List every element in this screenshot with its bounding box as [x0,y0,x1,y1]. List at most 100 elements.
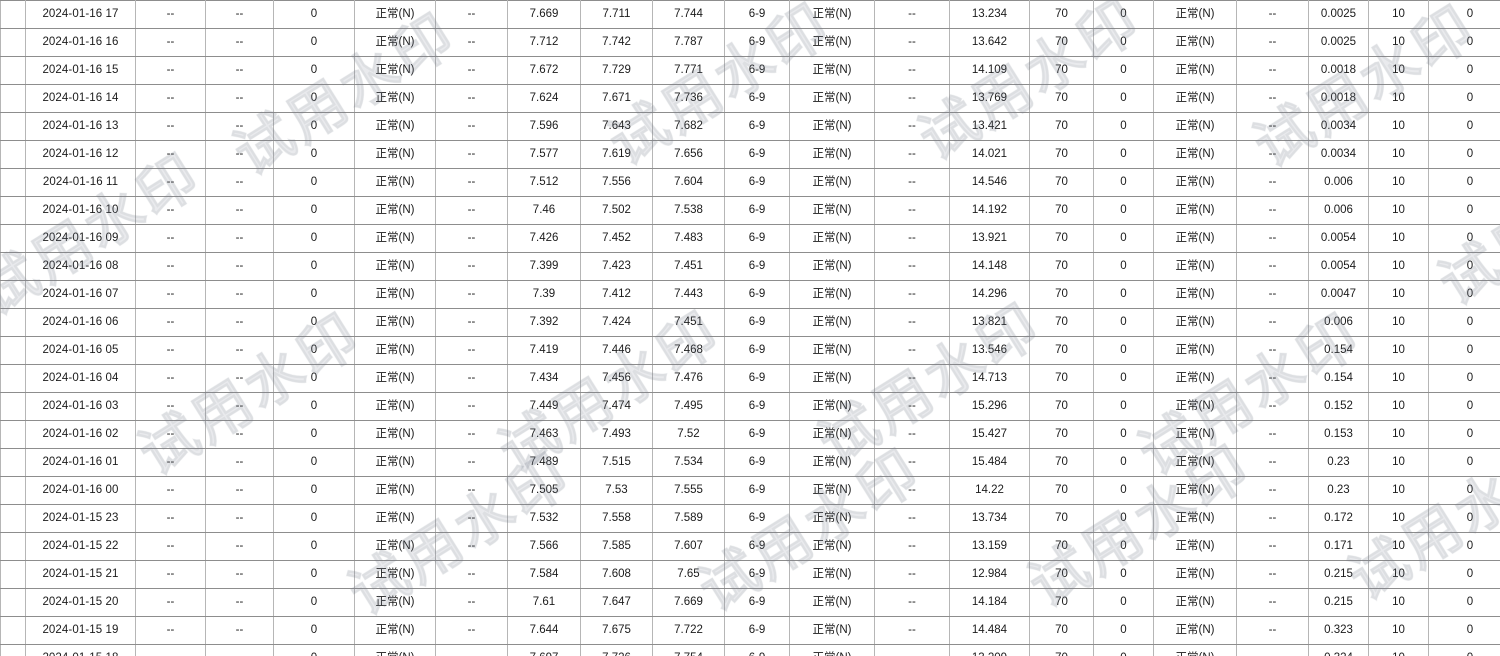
empty-value-cell[interactable]: -- [874,616,950,645]
value-cell[interactable]: 0.23 [1308,448,1369,477]
status-cell[interactable]: 正常(N) [354,28,436,57]
empty-value-cell[interactable]: -- [205,392,274,421]
empty-value-cell[interactable]: -- [205,588,274,617]
value-cell[interactable]: 14.546 [949,168,1030,197]
value-cell[interactable]: 0 [273,252,355,281]
table-row[interactable]: 2024-01-16 06 -- -- 0 正常(N) -- 7.392 7.424 7.451… [0,308,1500,337]
value-cell[interactable]: 0.0018 [1308,84,1369,113]
table-row[interactable]: 2024-01-16 17 -- -- 0 正常(N) -- 7.669 7.711 7.744… [0,0,1500,29]
value-cell[interactable]: 7.555 [652,476,725,505]
empty-value-cell[interactable]: -- [205,364,274,393]
status-cell[interactable]: 正常(N) [1153,364,1237,393]
value-cell[interactable]: 0.171 [1308,532,1369,561]
value-cell[interactable]: 6-9 [724,336,790,365]
value-cell[interactable]: 0 [273,448,355,477]
value-cell[interactable]: 7.65 [652,560,725,589]
value-cell[interactable]: 15.296 [949,392,1030,421]
table-row[interactable]: 2024-01-16 05 -- -- 0 正常(N) -- 7.419 7.446 7.468… [0,336,1500,365]
empty-value-cell[interactable]: -- [435,616,508,645]
value-cell[interactable]: 7.446 [580,336,653,365]
empty-value-cell[interactable]: -- [205,280,274,309]
value-cell[interactable]: 10 [1368,84,1429,113]
empty-value-cell[interactable]: -- [874,84,950,113]
status-cell[interactable]: 正常(N) [354,420,436,449]
value-cell[interactable]: 14.148 [949,252,1030,281]
value-cell[interactable]: 7.589 [652,504,725,533]
status-cell[interactable]: 正常(N) [789,616,875,645]
status-cell[interactable]: 正常(N) [354,392,436,421]
status-cell[interactable]: 正常(N) [354,112,436,141]
status-cell[interactable]: 正常(N) [354,280,436,309]
value-cell[interactable]: 7.452 [580,224,653,253]
empty-value-cell[interactable]: -- [135,56,206,85]
value-cell[interactable]: 0 [1428,392,1500,421]
value-cell[interactable]: 0.0047 [1308,280,1369,309]
value-cell[interactable]: 0 [273,644,355,656]
value-cell[interactable]: 70 [1029,308,1094,337]
value-cell[interactable]: 0 [1093,420,1154,449]
table-row[interactable]: 2024-01-16 10 -- -- 0 正常(N) -- 7.46 7.502 7.538 6… [0,196,1500,225]
value-cell[interactable]: 0.23 [1308,476,1369,505]
timestamp-cell[interactable]: 2024-01-16 05 [25,336,136,365]
status-cell[interactable]: 正常(N) [789,364,875,393]
value-cell[interactable]: 7.53 [580,476,653,505]
empty-value-cell[interactable]: -- [874,560,950,589]
table-row[interactable]: 2024-01-16 02 -- -- 0 正常(N) -- 7.463 7.493 7.52 6… [0,420,1500,449]
table-row[interactable]: 2024-01-16 08 -- -- 0 正常(N) -- 7.399 7.423 7.451… [0,252,1500,281]
status-cell[interactable]: 正常(N) [1153,476,1237,505]
table-row[interactable]: 2024-01-15 22 -- -- 0 正常(N) -- 7.566 7.585 7.607… [0,532,1500,561]
empty-value-cell[interactable]: -- [435,504,508,533]
value-cell[interactable]: 10 [1368,0,1429,29]
value-cell[interactable]: 7.604 [652,168,725,197]
value-cell[interactable]: 0 [273,84,355,113]
empty-value-cell[interactable]: -- [435,392,508,421]
value-cell[interactable]: 7.742 [580,28,653,57]
status-cell[interactable]: 正常(N) [1153,280,1237,309]
status-cell[interactable]: 正常(N) [789,644,875,656]
value-cell[interactable]: 0.323 [1308,616,1369,645]
empty-value-cell[interactable]: -- [435,56,508,85]
value-cell[interactable]: 0 [1428,168,1500,197]
value-cell[interactable]: 13.234 [949,0,1030,29]
value-cell[interactable]: 70 [1029,280,1094,309]
value-cell[interactable]: 13.209 [949,644,1030,656]
value-cell[interactable]: 0 [1093,392,1154,421]
value-cell[interactable]: 13.642 [949,28,1030,57]
empty-value-cell[interactable]: -- [205,504,274,533]
empty-value-cell[interactable]: -- [135,168,206,197]
status-cell[interactable]: 正常(N) [1153,560,1237,589]
timestamp-cell[interactable]: 2024-01-16 04 [25,364,136,393]
value-cell[interactable]: 0 [1093,588,1154,617]
empty-value-cell[interactable]: -- [1236,364,1309,393]
value-cell[interactable]: 0 [1093,140,1154,169]
value-cell[interactable]: 7.736 [652,84,725,113]
status-cell[interactable]: 正常(N) [1153,308,1237,337]
empty-value-cell[interactable]: -- [135,588,206,617]
table-row[interactable]: 2024-01-15 21 -- -- 0 正常(N) -- 7.584 7.608 7.65 6… [0,560,1500,589]
value-cell[interactable]: 7.711 [580,0,653,29]
value-cell[interactable]: 10 [1368,616,1429,645]
timestamp-cell[interactable]: 2024-01-15 18 [25,644,136,656]
value-cell[interactable]: 10 [1368,112,1429,141]
empty-value-cell[interactable]: -- [874,364,950,393]
empty-value-cell[interactable]: -- [1236,0,1309,29]
empty-value-cell[interactable]: -- [874,532,950,561]
value-cell[interactable]: 0 [1428,448,1500,477]
value-cell[interactable]: 0 [1093,448,1154,477]
status-cell[interactable]: 正常(N) [789,280,875,309]
value-cell[interactable]: 10 [1368,448,1429,477]
timestamp-cell[interactable]: 2024-01-16 09 [25,224,136,253]
value-cell[interactable]: 7.505 [507,476,581,505]
value-cell[interactable]: 70 [1029,168,1094,197]
status-cell[interactable]: 正常(N) [789,420,875,449]
value-cell[interactable]: 0 [1093,84,1154,113]
value-cell[interactable]: 0 [1093,56,1154,85]
table-row[interactable]: 2024-01-15 23 -- -- 0 正常(N) -- 7.532 7.558 7.589… [0,504,1500,533]
timestamp-cell[interactable]: 2024-01-16 10 [25,196,136,225]
value-cell[interactable]: 14.713 [949,364,1030,393]
empty-value-cell[interactable]: -- [435,112,508,141]
empty-value-cell[interactable]: -- [874,224,950,253]
value-cell[interactable]: 10 [1368,224,1429,253]
value-cell[interactable]: 10 [1368,420,1429,449]
value-cell[interactable]: 0 [1428,112,1500,141]
